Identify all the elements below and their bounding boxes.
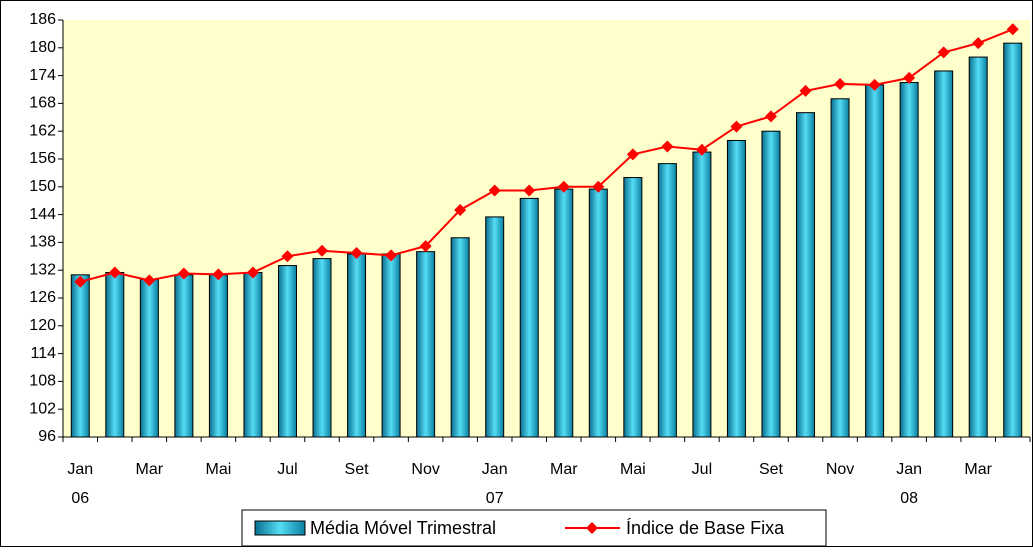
bar (381, 253, 401, 438)
bar (796, 112, 816, 438)
x-tick-label: Mai (620, 461, 646, 478)
marker (108, 266, 121, 279)
legend-label: Índice de Base Fixa (626, 518, 785, 538)
bar (657, 163, 677, 438)
y-tick-label: 132 (29, 261, 56, 278)
bar (312, 258, 332, 438)
marker (143, 274, 156, 287)
x-tick-label: Mai (206, 461, 232, 478)
bar (623, 177, 643, 438)
y-tick-label: 138 (29, 234, 56, 251)
legend-swatch (254, 520, 306, 536)
x-tick-label: Mar (136, 461, 164, 478)
marker (868, 78, 881, 91)
marker (212, 268, 225, 281)
marker (903, 71, 916, 84)
x-tick-label: Jul (692, 461, 712, 478)
x-tick-label: Nov (826, 461, 854, 478)
bar (692, 151, 712, 438)
marker (523, 184, 536, 197)
marker (281, 250, 294, 263)
x-tick-label: Mar (550, 461, 578, 478)
bar (70, 274, 90, 438)
y-tick-label: 186 (29, 11, 56, 28)
bar (450, 237, 470, 438)
x-group-label: 06 (71, 490, 89, 507)
marker (937, 46, 950, 59)
marker (350, 247, 363, 260)
y-tick-label: 108 (29, 373, 56, 390)
bar (899, 82, 919, 438)
bar (139, 278, 159, 438)
bar (761, 130, 781, 438)
x-tick-label: Mar (964, 461, 992, 478)
x-tick-label: Jul (277, 461, 297, 478)
marker (730, 120, 743, 133)
y-tick-label: 114 (30, 345, 56, 362)
bar (174, 274, 194, 438)
marker (834, 77, 847, 90)
bar (588, 188, 608, 438)
bar (726, 139, 746, 438)
marker (661, 140, 674, 153)
marker (695, 143, 708, 156)
x-group-label: 08 (900, 490, 918, 507)
line (80, 28, 1014, 283)
marker (177, 267, 190, 280)
marker (246, 266, 259, 279)
marker (799, 84, 812, 97)
bar (1003, 42, 1023, 438)
marker (385, 249, 398, 262)
y-tick-label: 162 (29, 122, 56, 139)
y-tick-label: 120 (29, 317, 56, 334)
y-tick-label: 180 (29, 39, 56, 56)
y-tick-label: 144 (29, 206, 56, 223)
bar (243, 272, 263, 438)
marker (419, 240, 432, 253)
bar (416, 251, 436, 438)
legend-marker (586, 522, 598, 534)
y-tick-label: 156 (29, 150, 56, 167)
bar (485, 216, 505, 438)
legend-label: Média Móvel Trimestral (310, 518, 496, 538)
x-tick-label: Jan (67, 461, 93, 478)
marker (764, 110, 777, 123)
x-tick-label: Set (345, 461, 370, 478)
x-tick-label: Nov (411, 461, 439, 478)
bar (968, 56, 988, 438)
bar (865, 84, 885, 438)
marker (557, 180, 570, 193)
bar (277, 265, 297, 438)
bar (830, 98, 850, 438)
marker (488, 184, 501, 197)
y-tick-label: 174 (29, 67, 56, 84)
bar (519, 197, 539, 438)
marker (972, 37, 985, 50)
bar (554, 188, 574, 438)
bar (934, 70, 954, 438)
legend-box (241, 509, 827, 547)
x-group-label: 07 (486, 490, 504, 507)
marker (74, 275, 87, 288)
bar (105, 272, 125, 438)
marker (1006, 23, 1019, 36)
y-tick-label: 150 (29, 178, 56, 195)
marker (592, 180, 605, 193)
marker (626, 148, 639, 161)
marker (316, 244, 329, 257)
marker (454, 203, 467, 216)
y-tick-label: 126 (29, 289, 56, 306)
x-tick-label: Jan (482, 461, 508, 478)
x-tick-label: Jan (896, 461, 922, 478)
y-tick-label: 96 (38, 428, 56, 445)
x-tick-label: Set (759, 461, 784, 478)
bar (208, 274, 228, 438)
y-tick-label: 168 (29, 95, 56, 112)
bar (347, 253, 367, 438)
y-tick-label: 102 (29, 400, 56, 417)
